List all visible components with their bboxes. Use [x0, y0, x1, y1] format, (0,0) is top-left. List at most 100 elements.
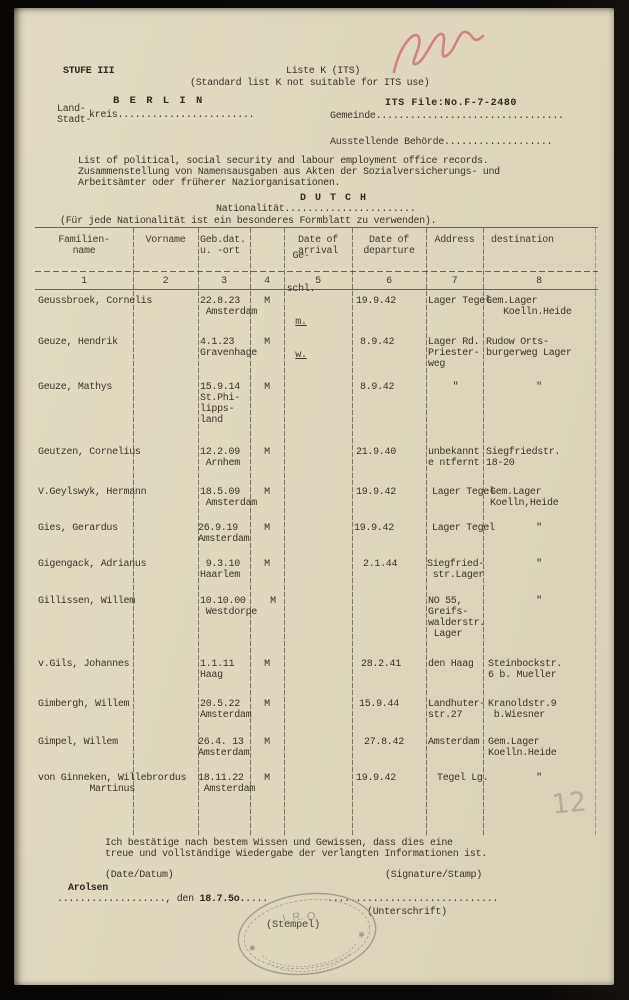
- col-header-destination: destination: [491, 235, 554, 246]
- cell-address: NO 55, Greifs- walderstr. Lager: [428, 596, 486, 640]
- cell-birth: 20.5.22 Amsterdam: [200, 699, 252, 721]
- land-label: Land-: [57, 104, 86, 115]
- stamp-star-left: ✱: [249, 943, 256, 955]
- col-header-departure: Date of departure: [363, 235, 415, 257]
- cell-birth: 26.4. 13 Amsterdam: [198, 737, 250, 759]
- cell-name: Geutzen, Cornelius: [38, 447, 141, 458]
- table-divider-1: [133, 228, 134, 836]
- date-caption: (Date/Datum): [105, 870, 174, 881]
- its-file-number: ITS File:No.F-7-2480: [385, 98, 518, 109]
- cell-sex: M: [264, 382, 270, 393]
- cell-name: Geuze, Mathys: [38, 382, 113, 393]
- gemeinde-field: Gemeinde................................…: [330, 111, 564, 122]
- cell-departure: 2.1.44: [363, 559, 398, 570]
- cell-address: den Haag: [428, 659, 474, 670]
- certification-line-2: treue und vollständige Wiedergabe der ve…: [105, 849, 487, 860]
- table-divider-4: [284, 228, 285, 836]
- cell-sex: M: [264, 487, 270, 498]
- table-numbers-rule: [35, 289, 598, 290]
- place-value: Arolsen: [68, 883, 108, 894]
- cell-name: Gies, Gerardus: [38, 523, 118, 534]
- cell-address: Siegfried- str.Lager: [427, 559, 485, 581]
- cell-address: Tegel Lg.: [437, 773, 489, 784]
- cell-address: ": [452, 382, 459, 393]
- cell-birth: 4.1.23 Gravenhage: [200, 337, 258, 359]
- city-value: B E R L I N: [113, 95, 205, 107]
- cell-birth: 1.1.11 Haag: [200, 659, 235, 681]
- document-title: Liste K (ITS): [286, 66, 361, 77]
- certification-line-1: Ich bestätige nach bestem Wissen und Gew…: [105, 838, 453, 849]
- cell-destination: ": [536, 596, 542, 607]
- cell-sex: M: [264, 523, 270, 534]
- col-number-5: 5: [315, 276, 321, 287]
- cell-sex: M: [264, 773, 270, 784]
- cell-departure: 19.9.42: [356, 487, 396, 498]
- cell-departure: 19.9.42: [354, 523, 394, 534]
- cell-address: Amsterdam: [428, 737, 480, 748]
- table-divider-6: [426, 228, 427, 836]
- cell-destination: Siegfriedstr. 18-20: [486, 447, 561, 469]
- cell-departure: 8.9.42: [360, 337, 395, 348]
- stufe-label: STUFE III: [63, 66, 115, 77]
- cell-birth: 26.9.19 Amsterdam: [198, 523, 250, 545]
- geschl-line1: Ge-: [292, 251, 310, 262]
- cell-name: v.Gils, Johannes: [38, 659, 130, 670]
- col-number-2: 2: [162, 276, 169, 287]
- col-number-3: 3: [221, 276, 227, 287]
- description-line-2: Zusammenstellung von Namensausgaben aus …: [78, 167, 500, 178]
- cell-sex: M: [264, 659, 270, 670]
- cell-birth: 12.2.09 Arnhem: [200, 447, 240, 469]
- den-label: den: [171, 894, 200, 905]
- date-value: 18.7.5o.: [199, 894, 246, 905]
- table-divider-2: [198, 228, 199, 836]
- col-header-arrival: Date of arrival: [298, 235, 338, 257]
- cell-address: Lager Tegel: [432, 487, 495, 498]
- cell-birth: 10.10.00 Westdorpe: [200, 596, 258, 618]
- date-dots: ...................,: [57, 894, 172, 905]
- cell-sex: M: [264, 296, 270, 307]
- cell-birth: 9.3.10 Haarlem: [200, 559, 240, 581]
- cell-name: Gillissen, Willem: [38, 596, 135, 607]
- cell-birth: 22.8.23 Amsterdam: [200, 296, 258, 318]
- stempel-caption: (Stempel): [266, 919, 321, 931]
- cell-address: unbekannt e ntfernt: [428, 447, 480, 469]
- description-line-1: List of political, social security and l…: [78, 156, 489, 167]
- cell-name: Gimbergh, Willem: [38, 699, 130, 710]
- svg-text:I. R. O.: I. R. O.: [282, 911, 320, 926]
- col-header-gebdat: Geb.dat. u. -ort: [200, 235, 246, 257]
- cell-destination: Gem.Lager Koelln.Heide: [486, 296, 572, 318]
- table-divider-3: [250, 228, 251, 836]
- cell-departure: 8.9.42: [360, 382, 395, 393]
- cell-address: Lager Tegel: [432, 523, 495, 534]
- cell-name: Geuze, Hendrik: [38, 337, 118, 348]
- cell-destination: Gem.Lager Koelln,Heide: [490, 487, 559, 509]
- cell-destination: Rudow Orts- burgerweg Lager: [486, 337, 572, 359]
- cell-sex: M: [264, 699, 270, 710]
- cell-birth: 18.11.22 Amsterdam: [198, 773, 256, 795]
- cell-departure: 19.9.42: [356, 773, 396, 784]
- cell-sex: M: [264, 447, 270, 458]
- cell-sex: M: [264, 559, 270, 570]
- paper-sheet: STUFE III Liste K (ITS) (Standard list K…: [14, 8, 614, 985]
- cell-departure: 21.9.40: [356, 447, 396, 458]
- cell-birth: 15.9.14 St.Phi- lipps- land: [200, 382, 240, 426]
- cell-departure: 28.2.41: [361, 659, 401, 670]
- table-top-rule: [35, 227, 598, 228]
- cell-name: V.Geylswyk, Hermann: [38, 487, 147, 498]
- cell-departure: 15.9.44: [359, 699, 399, 710]
- date-line: ..................., den 18.7.5o.....: [57, 894, 268, 905]
- cell-sex: M: [264, 337, 270, 348]
- signature-caption: (Signature/Stamp): [385, 870, 482, 881]
- unterschrift-caption: (Unterschrift): [367, 907, 447, 918]
- cell-destination: ": [536, 773, 542, 784]
- cell-name: Gimpel, Willem: [38, 737, 118, 748]
- stamp-star-right: ✱: [358, 930, 365, 942]
- description-line-3: Arbeitsämter oder früherer Naziorganisat…: [78, 178, 341, 189]
- cell-destination: Gem.Lager Koelln.Heide: [488, 737, 557, 759]
- cell-departure: 19.9.42: [356, 296, 396, 307]
- pencil-note: 12: [550, 786, 588, 821]
- signature-line: ..............................: [327, 894, 499, 905]
- col-number-4: 4: [264, 276, 270, 287]
- col-header-geschlecht: Ge- schl. m. w.: [284, 229, 318, 372]
